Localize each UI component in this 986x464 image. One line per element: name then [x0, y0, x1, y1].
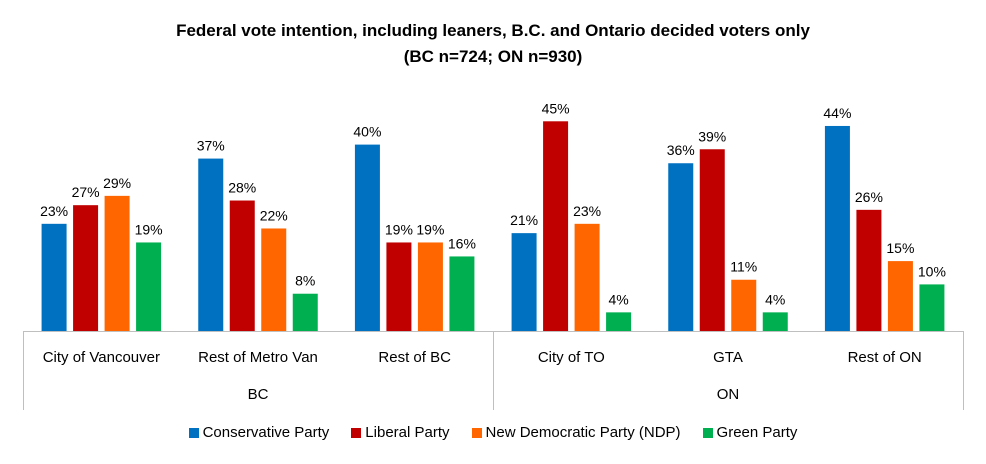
data-label: 29% [103, 175, 131, 191]
data-label: 11% [730, 259, 757, 275]
bar [354, 144, 380, 331]
legend-item: New Democratic Party (NDP) [471, 424, 681, 441]
bar [417, 242, 443, 331]
legend-item: Conservative Party [188, 424, 330, 441]
data-label: 4% [765, 291, 785, 307]
data-label: 22% [260, 207, 288, 223]
group-label: ON [717, 386, 740, 403]
data-label: 26% [855, 189, 883, 205]
legend-swatch [471, 427, 482, 438]
data-label: 28% [228, 180, 256, 196]
category-label: Rest of BC [378, 349, 451, 366]
data-label: 4% [608, 291, 628, 307]
bar [731, 279, 757, 331]
bar [292, 293, 318, 331]
bar [261, 228, 287, 331]
bar [856, 209, 882, 331]
bar [198, 158, 224, 331]
bar [73, 205, 99, 331]
data-label: 8% [295, 273, 315, 289]
bar [136, 242, 162, 331]
category-label: GTA [713, 349, 743, 366]
bar [919, 284, 945, 331]
data-label: 44% [823, 105, 851, 121]
bar [887, 261, 913, 331]
bar [229, 200, 255, 331]
bar [574, 223, 600, 331]
legend-label: Conservative Party [202, 424, 330, 441]
data-label: 16% [448, 235, 476, 251]
bar [386, 242, 412, 331]
data-label: 10% [918, 263, 946, 279]
legend: Conservative Party Liberal Party New Democ… [0, 424, 986, 441]
bar [824, 125, 850, 332]
data-label: 19% [416, 221, 444, 237]
data-label: 39% [698, 128, 726, 144]
data-label: 23% [40, 203, 68, 219]
legend-swatch [188, 427, 199, 438]
legend-label: Green Party [716, 424, 798, 441]
category-label: Rest of Metro Van [198, 349, 318, 366]
data-label: 19% [135, 221, 163, 237]
category-label: City of TO [538, 349, 605, 366]
category-label: City of Vancouver [43, 349, 160, 366]
data-label: 37% [197, 138, 225, 154]
legend-label: New Democratic Party (NDP) [485, 424, 681, 441]
legend-item: Liberal Party [351, 424, 450, 441]
group-label: BC [248, 386, 269, 403]
bar [668, 163, 694, 331]
category-label: Rest of ON [848, 349, 922, 366]
chart-title: Federal vote intention, including leaner… [176, 21, 810, 40]
legend-swatch [702, 427, 713, 438]
legend-item: Green Party [702, 424, 798, 441]
data-label: 27% [72, 184, 100, 200]
data-label: 45% [542, 100, 570, 116]
bar [543, 121, 569, 331]
legend-swatch [351, 427, 362, 438]
bar [104, 195, 130, 331]
data-label: 21% [510, 212, 538, 228]
bar [606, 312, 632, 331]
legend-label: Liberal Party [365, 424, 450, 441]
bar [449, 256, 475, 331]
bar [699, 149, 725, 331]
data-label: 40% [353, 124, 381, 140]
data-label: 23% [573, 203, 601, 219]
data-label: 19% [385, 221, 413, 237]
bar [762, 312, 788, 331]
chart-subtitle: (BC n=724; ON n=930) [403, 47, 583, 66]
bar [41, 223, 67, 331]
bar [511, 233, 537, 331]
data-label: 15% [886, 240, 914, 256]
data-label: 36% [667, 142, 695, 158]
